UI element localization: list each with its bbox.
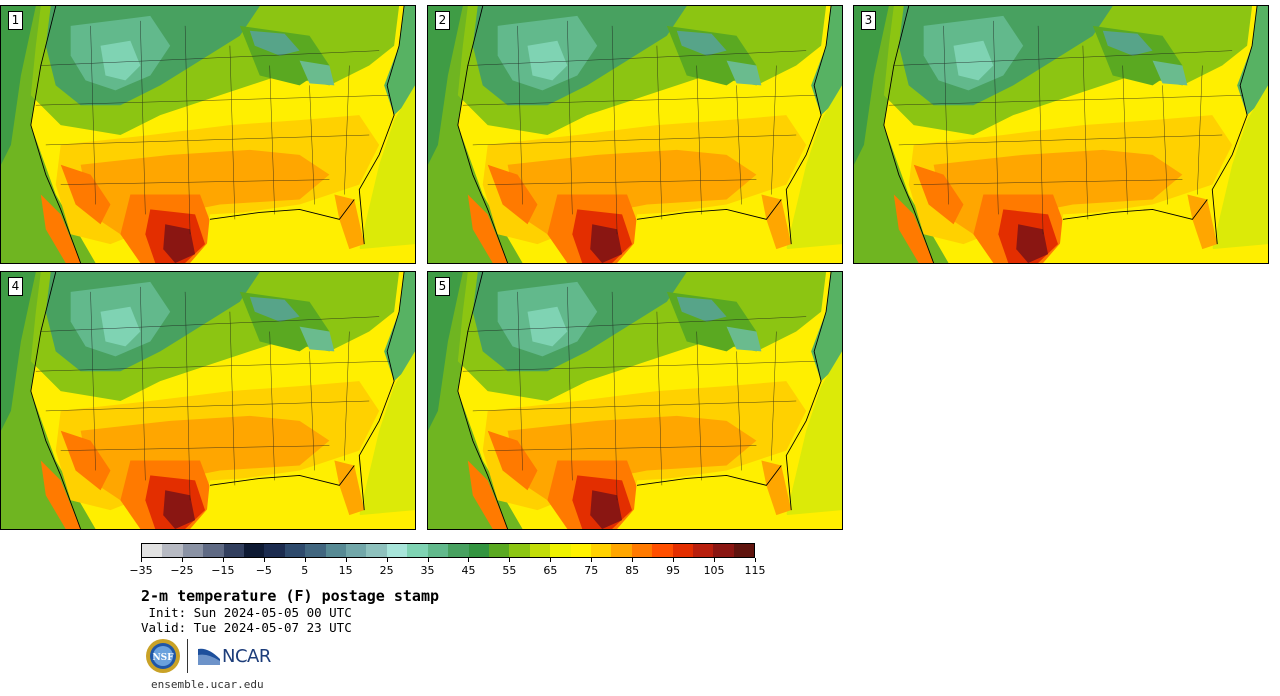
temperature-map <box>428 272 842 529</box>
colorbar-swatch <box>733 544 755 557</box>
colorbar-swatch <box>284 544 306 557</box>
temperature-map <box>1 6 415 263</box>
colorbar-tick <box>509 558 511 562</box>
colorbar-swatch <box>590 544 612 557</box>
colorbar-swatch <box>427 544 449 557</box>
colorbar-tick-label: 15 <box>338 564 353 577</box>
colorbar-tick <box>345 558 347 562</box>
colorbar-tick-label: 95 <box>666 564 681 577</box>
ncar-logo: NCAR <box>196 641 271 671</box>
colorbar-tick-label: −25 <box>170 564 194 577</box>
stamp-label: 4 <box>8 277 23 296</box>
colorbar-tick-label: 55 <box>502 564 517 577</box>
colorbar-tick <box>714 558 716 562</box>
colorbar-swatch <box>203 544 224 557</box>
stamp-label: 3 <box>861 11 876 30</box>
colorbar-swatch <box>631 544 653 557</box>
colorbar-swatch <box>223 544 245 557</box>
colorbar-swatch <box>652 544 673 557</box>
colorbar-swatch <box>570 544 591 557</box>
stamp-panel-4: 4 <box>0 271 416 530</box>
plot-title: 2-m temperature (F) postage stamp <box>141 587 440 605</box>
colorbar-tick-label: −15 <box>211 564 235 577</box>
colorbar-swatch <box>529 544 551 557</box>
temperature-colorbar <box>141 543 755 558</box>
colorbar-tick <box>304 558 306 562</box>
colorbar-swatch <box>488 544 510 557</box>
colorbar-tick <box>673 558 675 562</box>
colorbar-swatch <box>142 544 163 557</box>
temperature-map <box>854 6 1268 263</box>
stamp-panel-5: 5 <box>427 271 843 530</box>
stamp-panel-3: 3 <box>853 5 1269 264</box>
colorbar-swatch <box>550 544 571 557</box>
colorbar-tick-label: 65 <box>543 564 558 577</box>
stamp-label: 5 <box>435 277 450 296</box>
colorbar-swatch <box>672 544 693 557</box>
colorbar-swatch <box>611 544 632 557</box>
stamp-panel-1: 1 <box>0 5 416 264</box>
stamp-label: 1 <box>8 11 23 30</box>
colorbar-tick <box>427 558 429 562</box>
nsf-logo: NSF <box>146 639 180 673</box>
colorbar-swatch <box>713 544 734 557</box>
colorbar-swatch <box>305 544 326 557</box>
init-time: Init: Sun 2024-05-05 00 UTC <box>141 605 352 620</box>
colorbar-tick <box>263 558 265 562</box>
colorbar-tick <box>755 558 756 562</box>
colorbar-tick-label: −5 <box>255 564 272 577</box>
site-url: ensemble.ucar.edu <box>151 678 264 691</box>
colorbar-tick <box>632 558 634 562</box>
temperature-map <box>428 6 842 263</box>
colorbar-swatch <box>182 544 204 557</box>
colorbar-tick-label: 35 <box>420 564 435 577</box>
colorbar-swatch <box>162 544 183 557</box>
colorbar-tick-label: 105 <box>703 564 725 577</box>
colorbar-tick <box>181 558 183 562</box>
stamp-label: 2 <box>435 11 450 30</box>
colorbar-tick-label: 45 <box>461 564 476 577</box>
ncar-logo-text: NCAR <box>222 645 271 667</box>
colorbar-tick-label: 85 <box>625 564 640 577</box>
colorbar-swatch <box>366 544 387 557</box>
nsf-logo-text: NSF <box>152 653 174 663</box>
colorbar-swatch <box>407 544 428 557</box>
colorbar-swatch <box>346 544 367 557</box>
colorbar-tick-label: 5 <box>301 564 309 577</box>
stamp-panel-2: 2 <box>427 5 843 264</box>
temperature-map <box>1 272 415 529</box>
colorbar-tick <box>591 558 593 562</box>
colorbar-swatch <box>244 544 265 557</box>
colorbar-swatch <box>264 544 285 557</box>
colorbar-swatch <box>692 544 714 557</box>
colorbar-swatch <box>509 544 530 557</box>
colorbar-swatch <box>325 544 347 557</box>
colorbar-swatch <box>386 544 408 557</box>
colorbar-tick <box>386 558 388 562</box>
ncar-logo-mark <box>198 648 220 665</box>
colorbar-tick <box>468 558 470 562</box>
colorbar-swatch <box>468 544 489 557</box>
colorbar-tick-label: −35 <box>129 564 153 577</box>
colorbar-swatch <box>448 544 469 557</box>
colorbar-tick <box>550 558 552 562</box>
logo-divider <box>187 639 188 673</box>
valid-time: Valid: Tue 2024-05-07 23 UTC <box>141 620 352 635</box>
colorbar-tick-label: 115 <box>744 564 766 577</box>
colorbar-ticks: −35 −25 −15 −5 5 15 25 35 45 55 65 75 85 95 105 115 <box>129 558 766 580</box>
colorbar-tick <box>222 558 224 562</box>
colorbar-tick-label: 25 <box>379 564 394 577</box>
colorbar-tick <box>141 558 142 562</box>
colorbar-tick-label: 75 <box>584 564 599 577</box>
